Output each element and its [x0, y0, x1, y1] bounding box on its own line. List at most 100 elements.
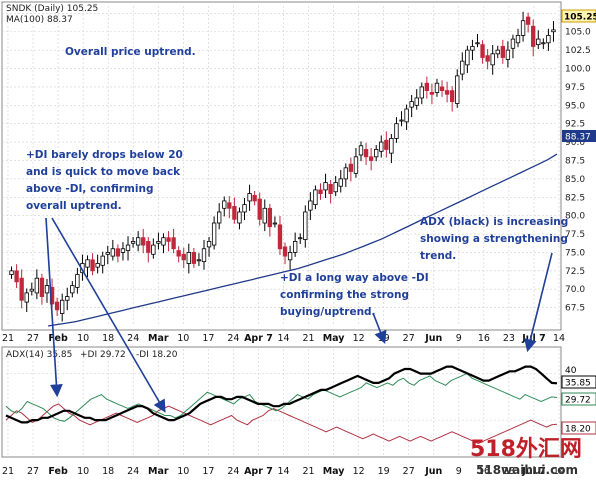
candle-body: [70, 285, 75, 294]
x-tick-label: Mar: [148, 466, 169, 477]
candle-body: [541, 42, 546, 45]
x-tick-label: 24: [227, 466, 239, 477]
x-tick-label: 21: [2, 466, 14, 477]
x-tick-label: 14: [277, 466, 289, 477]
candle-body: [520, 20, 526, 36]
candle-body: [54, 301, 60, 311]
candle-body: [24, 292, 29, 303]
candle-body: [272, 222, 278, 225]
price-y-tick: 82.5: [565, 193, 585, 203]
candle-body: [222, 200, 227, 209]
x-tick-label: May: [323, 333, 346, 344]
candle-body: [191, 252, 197, 264]
candle-body: [531, 25, 536, 47]
candle-body: [186, 252, 191, 264]
x-tick-label: 10: [77, 333, 89, 344]
candle-body: [480, 44, 485, 58]
candle-body: [495, 49, 500, 55]
x-tick-label: 14: [553, 466, 565, 477]
candle-body: [146, 241, 151, 253]
candle-body: [257, 198, 262, 220]
price-y-tick: 100.0: [565, 65, 591, 75]
annotation-adx: ADX (black) is increasing showing a stre…: [420, 216, 572, 262]
arrow-di-above: [372, 312, 387, 344]
candle-body: [313, 189, 318, 206]
candle-body: [318, 189, 323, 194]
candle-body: [470, 46, 475, 51]
x-tick-label: 24: [127, 333, 139, 344]
candle-body: [166, 237, 171, 242]
candle-body: [434, 82, 440, 93]
candle-body: [237, 211, 242, 224]
candle-body: [460, 60, 465, 75]
x-tick-label: Apr 7: [244, 333, 273, 344]
arrow-di-drop-1: [45, 217, 63, 398]
candle-body: [465, 49, 470, 66]
candle-body: [120, 248, 126, 253]
arrow-adx: [524, 252, 553, 353]
candle-body: [60, 299, 65, 314]
minus-di-badge-bg: [561, 421, 596, 435]
x-tick-label: 17: [202, 333, 214, 344]
x-tick-label: Mar: [148, 333, 169, 344]
plus-di-badge: 29.72: [565, 396, 591, 406]
candle-body: [262, 207, 267, 224]
x-axis-bottom: 21 27 Feb 10 18 24 Mar 10 17 24 Apr 7 14 21 May 12 19 27…: [2, 466, 565, 477]
candle-body: [105, 252, 110, 255]
price-y-tick: 85.0: [565, 175, 585, 185]
price-y-tick: 67.5: [565, 304, 585, 314]
x-tick-label: 21: [2, 333, 14, 344]
candle-body: [90, 259, 95, 272]
candle-body: [308, 200, 313, 211]
candle-body: [39, 277, 45, 297]
candle-body: [125, 244, 131, 251]
ma-legend: MA(100) 88.37: [6, 15, 73, 25]
x-tick-label: 24: [127, 466, 139, 477]
last-price-badge-bg: [561, 9, 596, 23]
candle-body: [196, 259, 202, 262]
price-y-tick: 97.5: [565, 83, 585, 93]
candle-body: [141, 237, 146, 246]
candle-body: [551, 29, 556, 33]
candle-body: [9, 270, 14, 275]
candle-body: [394, 123, 399, 139]
ma100-line: [47, 153, 558, 327]
x-tick-label: 16: [478, 466, 490, 477]
candle-body: [500, 46, 505, 58]
candle-body: [490, 53, 495, 66]
x-tick-label: 10: [177, 333, 189, 344]
candlesticks: [9, 11, 556, 322]
x-tick-label: 14: [277, 333, 289, 344]
candle-body: [475, 42, 480, 45]
x-tick-label: 27: [27, 333, 39, 344]
annotation-di-drop: +DI barely drops below 20 and is quick t…: [26, 149, 186, 212]
candle-body: [510, 38, 516, 49]
candle-body: [404, 108, 409, 123]
plus-di-legend: +DI 29.72: [80, 350, 126, 360]
annotation-uptrend: Overall price uptrend.: [65, 46, 196, 58]
x-tick-label: 9: [456, 333, 462, 344]
price-y-tick: 92.5: [565, 120, 585, 130]
x-tick-label: 24: [227, 333, 239, 344]
candle-body: [287, 252, 293, 261]
candle-body: [343, 167, 348, 180]
candle-body: [363, 149, 369, 158]
candle-body: [379, 141, 384, 152]
candle-body: [515, 35, 521, 44]
x-tick-label: 27: [403, 333, 415, 344]
candle-body: [368, 156, 374, 161]
watermark-bottom: 518waihui.com: [476, 463, 578, 477]
x-tick-label: 21: [302, 466, 314, 477]
x-tick-label: 18: [102, 466, 114, 477]
price-y-tick: 105.0: [565, 28, 591, 38]
plus-di-line: [5, 373, 558, 422]
candle-body: [267, 207, 273, 228]
minus-di-badge: 18.20: [565, 425, 591, 435]
candle-body: [389, 138, 394, 154]
candle-body: [176, 250, 181, 257]
candle-body: [135, 237, 141, 246]
ma100-path: [47, 153, 558, 327]
candle-body: [414, 97, 419, 106]
x-tick-label: 14: [553, 333, 565, 344]
candle-body: [75, 274, 80, 288]
